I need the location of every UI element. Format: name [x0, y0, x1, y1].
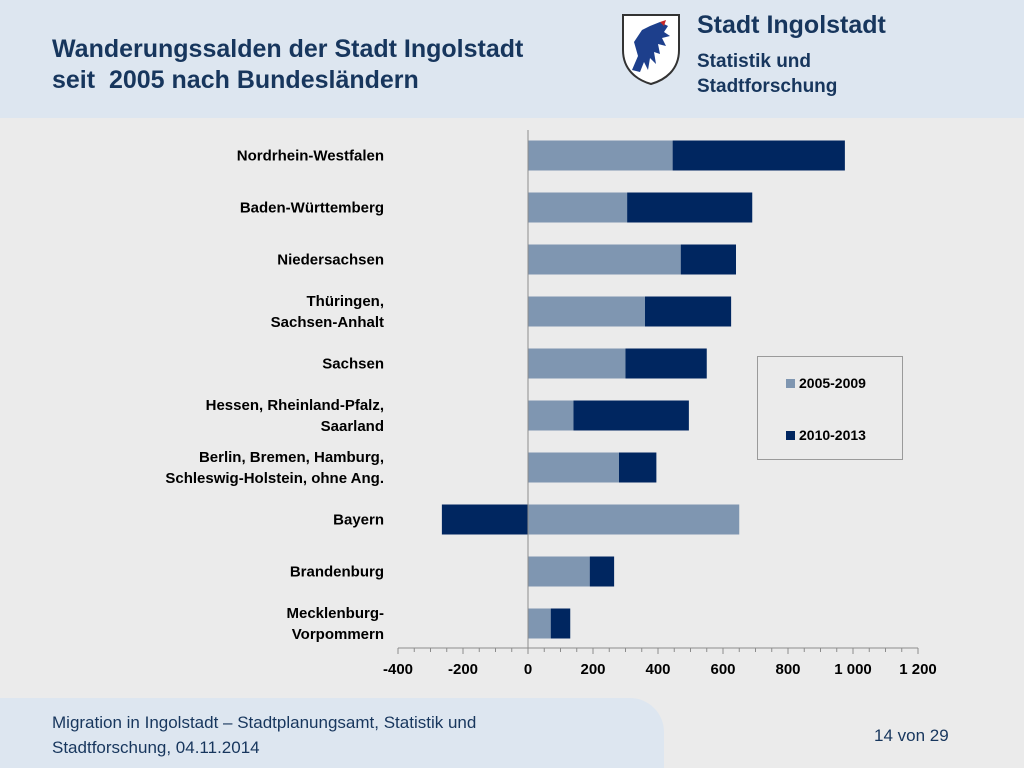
category-label-4: Sachsen: [322, 356, 384, 373]
category-label-1: Baden-Württemberg: [240, 200, 384, 217]
legend-label-2005-2009: 2005-2009: [799, 375, 866, 391]
header-band: [0, 0, 1024, 118]
bar-2005-2009-1: [528, 192, 628, 223]
legend-swatch-2010-2013: [786, 431, 795, 440]
x-tick-label-0: -400: [383, 661, 413, 678]
org-dept-line-1: Statistik und: [697, 51, 812, 72]
bar-2010-2013-8: [589, 556, 615, 587]
page-number: 14 von 29: [874, 726, 949, 745]
bar-2005-2009-4: [528, 348, 626, 379]
bar-2005-2009-3: [528, 296, 645, 327]
migration-balance-chart: Nordrhein-Westfalen Baden-Württemberg Nied…: [165, 130, 937, 678]
bar-2010-2013-6: [619, 452, 657, 483]
bar-2005-2009-9: [528, 608, 551, 639]
x-tick-label-7: 1 000: [834, 661, 872, 678]
bar-2005-2009-6: [528, 452, 619, 483]
legend-label-2010-2013: 2010-2013: [799, 427, 866, 443]
title-line-1: Wanderungssalden der Stadt Ingolstadt: [52, 35, 524, 63]
bar-2010-2013-7: [441, 504, 528, 535]
panther-crest-icon: [622, 14, 680, 86]
legend-swatch-2005-2009: [786, 379, 795, 388]
category-label-0: Nordrhein-Westfalen: [237, 148, 384, 165]
org-dept-line-2: Stadtforschung: [697, 76, 838, 97]
chart-legend: 2005-2009 2010-2013: [757, 356, 903, 460]
category-label-6: Berlin, Bremen, Hamburg, Schleswig-Holste…: [165, 449, 384, 487]
bar-2010-2013-0: [672, 140, 845, 171]
x-tick-label-5: 600: [710, 661, 735, 678]
bar-2005-2009-8: [528, 556, 590, 587]
footer-line-2: Stadtforschung, 04.11.2014: [52, 738, 260, 757]
category-label-8: Brandenburg: [290, 564, 384, 581]
bar-2010-2013-1: [627, 192, 753, 223]
x-tick-label-1: -200: [448, 661, 478, 678]
bar-2010-2013-5: [573, 400, 689, 431]
org-name: Stadt Ingolstadt: [697, 11, 886, 39]
page-title: Wanderungssalden der Stadt Ingolstadt se…: [52, 34, 523, 96]
category-label-9: Mecklenburg-Vorpommern: [286, 605, 384, 643]
bar-2005-2009-2: [528, 244, 681, 275]
bar-2005-2009-7: [528, 504, 740, 535]
bar-2010-2013-3: [645, 296, 732, 327]
x-tick-label-6: 800: [775, 661, 800, 678]
x-tick-label-4: 400: [645, 661, 670, 678]
org-department: Statistik und Stadtforschung: [697, 49, 897, 99]
footer-text: Migration in Ingolstadt – Stadtplanungsa…: [52, 710, 612, 760]
category-label-5: Hessen, Rheinland-Pfalz, Saarland: [206, 397, 384, 435]
category-label-7: Bayern: [333, 512, 384, 529]
x-tick-label-2: 0: [524, 661, 532, 678]
bar-2005-2009-0: [528, 140, 673, 171]
footer-line-1: Migration in Ingolstadt – Stadtplanungsa…: [52, 713, 477, 732]
legend-item-2005-2009: 2005-2009: [786, 375, 866, 391]
bar-2010-2013-9: [550, 608, 571, 639]
bar-2010-2013-4: [625, 348, 707, 379]
footer-band: [0, 698, 664, 768]
legend-item-2010-2013: 2010-2013: [786, 427, 866, 443]
bar-2010-2013-2: [680, 244, 736, 275]
x-tick-label-8: 1 200: [899, 661, 937, 678]
x-tick-label-3: 200: [580, 661, 605, 678]
bar-2005-2009-5: [528, 400, 574, 431]
category-label-2: Niedersachsen: [277, 252, 384, 269]
title-line-2: seit 2005 nach Bundesländern: [52, 66, 419, 94]
category-label-3: Thüringen, Sachsen-Anhalt: [271, 293, 384, 331]
